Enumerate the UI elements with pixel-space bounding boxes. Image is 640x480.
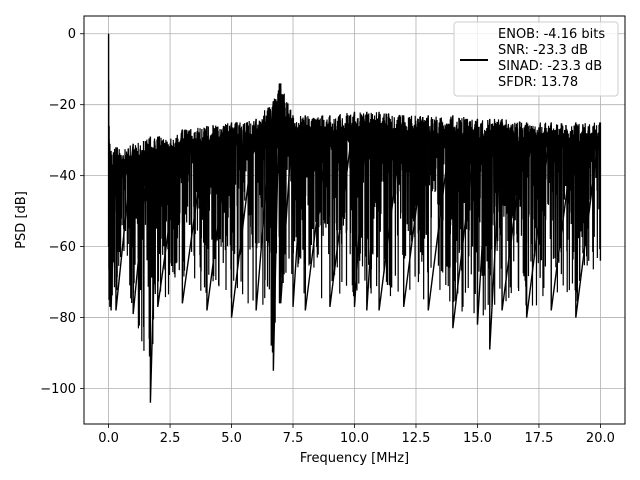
legend-box (453, 21, 619, 97)
legend-entry-sfdr: SFDR: 13.78 (498, 75, 578, 90)
y-tick-label: −80 (49, 311, 76, 326)
y-tick-label: −100 (40, 382, 76, 397)
psd-series-peaks (107, 33, 602, 403)
x-axis-label: Frequency [MHz] (300, 451, 409, 466)
legend-entry-sinad: SINAD: -23.3 dB (498, 59, 602, 74)
y-tick-label: 0 (68, 27, 76, 42)
x-tick-label: 12.5 (402, 431, 431, 446)
ticks: 0.0 2.5 5.0 7.5 10.0 12.5 15.0 17.5 20.0 0 −20 −40 −… (40, 27, 615, 446)
y-axis-label: PSD [dB] (14, 191, 29, 249)
x-tick-label: 7.5 (283, 431, 304, 446)
data-layer (107, 33, 602, 403)
x-tick-label: 10.0 (340, 431, 369, 446)
x-tick-label: 0.0 (98, 431, 119, 446)
x-tick-label: 15.0 (463, 431, 492, 446)
legend-entry-enob: ENOB: -4.16 bits (498, 27, 605, 42)
x-tick-label: 5.0 (221, 431, 242, 446)
y-tick-label: −40 (49, 169, 76, 184)
y-tick-label: −60 (49, 240, 76, 255)
legend: ENOB: -4.16 bits SNR: -23.3 dB SINAD: -2… (453, 21, 619, 97)
legend-entry-snr: SNR: -23.3 dB (498, 43, 588, 58)
x-tick-label: 20.0 (586, 431, 615, 446)
y-tick-label: −20 (49, 98, 76, 113)
x-tick-label: 2.5 (160, 431, 181, 446)
x-tick-label: 17.5 (524, 431, 553, 446)
